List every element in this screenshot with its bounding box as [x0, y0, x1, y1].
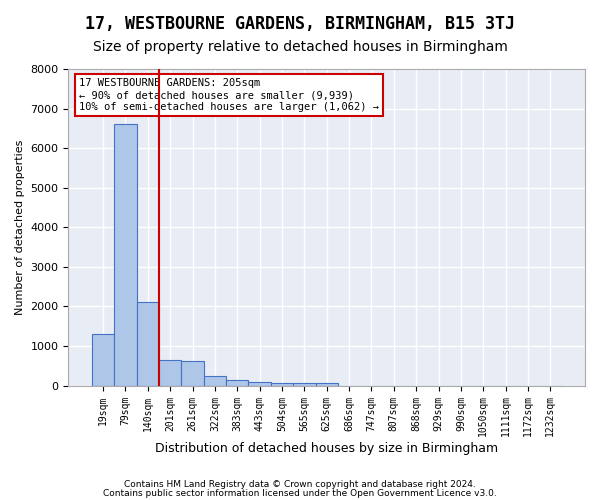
- Bar: [114, 124, 137, 386]
- Bar: [316, 383, 338, 386]
- Bar: [271, 382, 293, 386]
- Text: 17 WESTBOURNE GARDENS: 205sqm
← 90% of detached houses are smaller (9,939)
10% o: 17 WESTBOURNE GARDENS: 205sqm ← 90% of d…: [79, 78, 379, 112]
- X-axis label: Distribution of detached houses by size in Birmingham: Distribution of detached houses by size …: [155, 442, 498, 455]
- Bar: [204, 376, 226, 386]
- Bar: [92, 334, 114, 386]
- Text: Contains HM Land Registry data © Crown copyright and database right 2024.: Contains HM Land Registry data © Crown c…: [124, 480, 476, 489]
- Bar: [181, 360, 204, 386]
- Bar: [159, 360, 181, 386]
- Text: 17, WESTBOURNE GARDENS, BIRMINGHAM, B15 3TJ: 17, WESTBOURNE GARDENS, BIRMINGHAM, B15 …: [85, 15, 515, 33]
- Text: Size of property relative to detached houses in Birmingham: Size of property relative to detached ho…: [92, 40, 508, 54]
- Bar: [137, 302, 159, 386]
- Bar: [248, 382, 271, 386]
- Text: Contains public sector information licensed under the Open Government Licence v3: Contains public sector information licen…: [103, 488, 497, 498]
- Y-axis label: Number of detached properties: Number of detached properties: [15, 140, 25, 315]
- Bar: [293, 383, 316, 386]
- Bar: [226, 380, 248, 386]
